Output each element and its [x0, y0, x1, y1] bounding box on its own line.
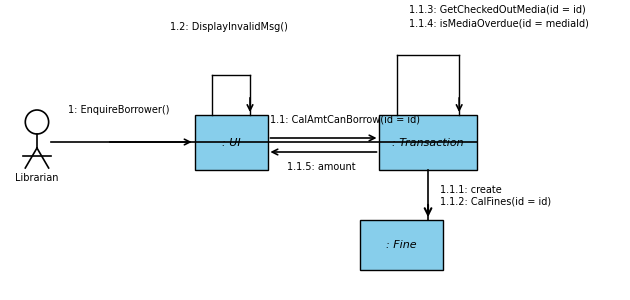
Bar [360, 220, 443, 270]
Text: : Transaction: : Transaction [392, 137, 464, 148]
Text: 1.1.1: create: 1.1.1: create [440, 185, 501, 195]
Text: 1: EnquireBorrower(): 1: EnquireBorrower() [68, 105, 169, 115]
Text: : UI: : UI [222, 137, 241, 148]
Bar [195, 115, 268, 170]
Text: : Fine: : Fine [386, 240, 416, 250]
Text: 1.1.5: amount: 1.1.5: amount [287, 162, 355, 172]
Text: 1.2: DisplayInvalidMsg(): 1.2: DisplayInvalidMsg() [170, 22, 288, 32]
Text: 1.1: CalAmtCanBorrow(id = id): 1.1: CalAmtCanBorrow(id = id) [270, 115, 420, 125]
Text: 1.1.2: CalFines(id = id): 1.1.2: CalFines(id = id) [440, 197, 551, 207]
Text: 1.1.4: isMediaOverdue(id = mediaId): 1.1.4: isMediaOverdue(id = mediaId) [409, 18, 588, 28]
Text: 1.1.3: GetCheckedOutMedia(id = id): 1.1.3: GetCheckedOutMedia(id = id) [409, 5, 585, 15]
Text: Librarian: Librarian [15, 173, 59, 183]
Bar [379, 115, 477, 170]
